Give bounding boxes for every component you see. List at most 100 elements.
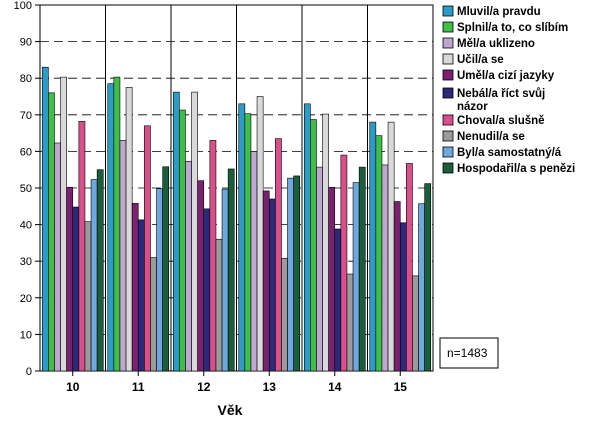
bar: [303, 103, 311, 372]
bar: [72, 206, 80, 372]
bar: [84, 221, 92, 372]
legend: Mluvil/a pravdu Splnil/a to, co slíbím Měl…: [442, 5, 575, 175]
bar: [209, 140, 217, 372]
bars: [41, 66, 432, 372]
bar: [393, 201, 401, 372]
legend-label: Choval/a slušně: [457, 115, 545, 127]
bar: [328, 186, 336, 372]
bar: [48, 92, 55, 372]
bar: [412, 275, 419, 372]
y-tick-label: 90: [20, 37, 32, 49]
bar: [227, 168, 235, 372]
bar: [268, 198, 276, 372]
bar: [406, 163, 413, 372]
bar: [221, 188, 229, 372]
x-tick-label: 13: [263, 380, 277, 394]
bar: [375, 135, 383, 372]
bar: [78, 121, 86, 372]
legend-swatch: [442, 87, 454, 99]
bar: [256, 96, 264, 372]
bar: [54, 142, 61, 372]
x-tick-label: 11: [132, 380, 145, 394]
bar: [191, 91, 198, 372]
bar: [144, 125, 151, 372]
bar: [340, 154, 348, 372]
y-tick-label: 0: [26, 366, 32, 378]
sample-size-label: n=1483: [447, 346, 488, 360]
legend-swatch: [442, 5, 454, 17]
legend-label: Mluvil/a pravdu: [457, 6, 541, 18]
legend-swatch: [442, 130, 454, 142]
legend-swatch: [442, 53, 454, 65]
bar: [346, 273, 354, 372]
bar: [281, 257, 288, 372]
bar: [172, 91, 180, 372]
bar: [137, 219, 145, 372]
bar: [156, 188, 163, 372]
legend-label: Uměl/a cizí jazyky: [457, 70, 555, 82]
gridlines: [39, 4, 434, 372]
x-tick-label: 15: [394, 380, 408, 394]
bar: [418, 203, 425, 372]
sample-size-note: n=1483: [439, 337, 499, 369]
legend-swatch: [442, 146, 454, 158]
bar: [119, 140, 127, 372]
y-tick-label: 50: [20, 183, 32, 195]
bar: [244, 113, 252, 372]
bar: [60, 76, 67, 372]
bar: [399, 222, 407, 372]
bar: [90, 179, 98, 372]
bar: [41, 66, 49, 372]
bar: [322, 113, 329, 372]
bar: [262, 190, 270, 372]
y-tick-label: 20: [20, 293, 32, 305]
legend-swatch: [442, 162, 454, 174]
bar: [424, 183, 432, 372]
legend-label: Hospodařil/a s penězi: [457, 163, 575, 175]
bar: [107, 83, 115, 372]
legend-label: Nebál/a říct svůj názor: [457, 88, 545, 113]
x-tick-label: 12: [197, 380, 211, 394]
y-tick-label: 80: [20, 73, 32, 85]
bar: [96, 169, 104, 372]
y-tick-label: 30: [20, 256, 32, 268]
x-tick-label: 10: [66, 380, 80, 394]
bar: [131, 203, 139, 372]
bar: [179, 109, 186, 372]
legend-label: Nenudil/a se: [457, 131, 525, 143]
bar: [113, 76, 121, 372]
legend-swatch: [442, 114, 454, 126]
bar: [358, 166, 366, 372]
bar: [369, 121, 377, 372]
bar: [275, 138, 282, 372]
bar: [66, 186, 74, 372]
bar: [238, 103, 246, 372]
y-tick-label: 10: [20, 329, 32, 341]
bar: [197, 180, 205, 372]
bar: [310, 119, 317, 372]
bar: [250, 151, 258, 372]
x-tick-label: 14: [328, 380, 342, 394]
axes: 0 10 20 30 40 50 60 70 80 90 100 10 11 12 13 14 15: [14, 0, 408, 394]
legend-label: Učil/a se: [457, 54, 504, 66]
bar: [334, 228, 342, 372]
bar: [381, 164, 389, 372]
bar: [352, 182, 360, 372]
bar: [316, 166, 323, 372]
legend-swatch: [442, 37, 454, 49]
bar: [203, 208, 211, 372]
legend-label: Byl/a samostatný/á: [457, 147, 562, 159]
bar: [215, 238, 223, 372]
y-tick-label: 100: [14, 0, 32, 12]
x-axis-title: Věk: [218, 402, 243, 418]
bar: [125, 87, 133, 372]
bar: [293, 175, 301, 372]
bar: [387, 121, 395, 372]
bar: [287, 177, 294, 372]
legend-label: Splnil/a to, co slíbím: [457, 22, 568, 34]
legend-label: Měl/a uklizeno: [457, 38, 535, 50]
legend-swatch: [442, 69, 454, 81]
bar: [150, 257, 157, 372]
